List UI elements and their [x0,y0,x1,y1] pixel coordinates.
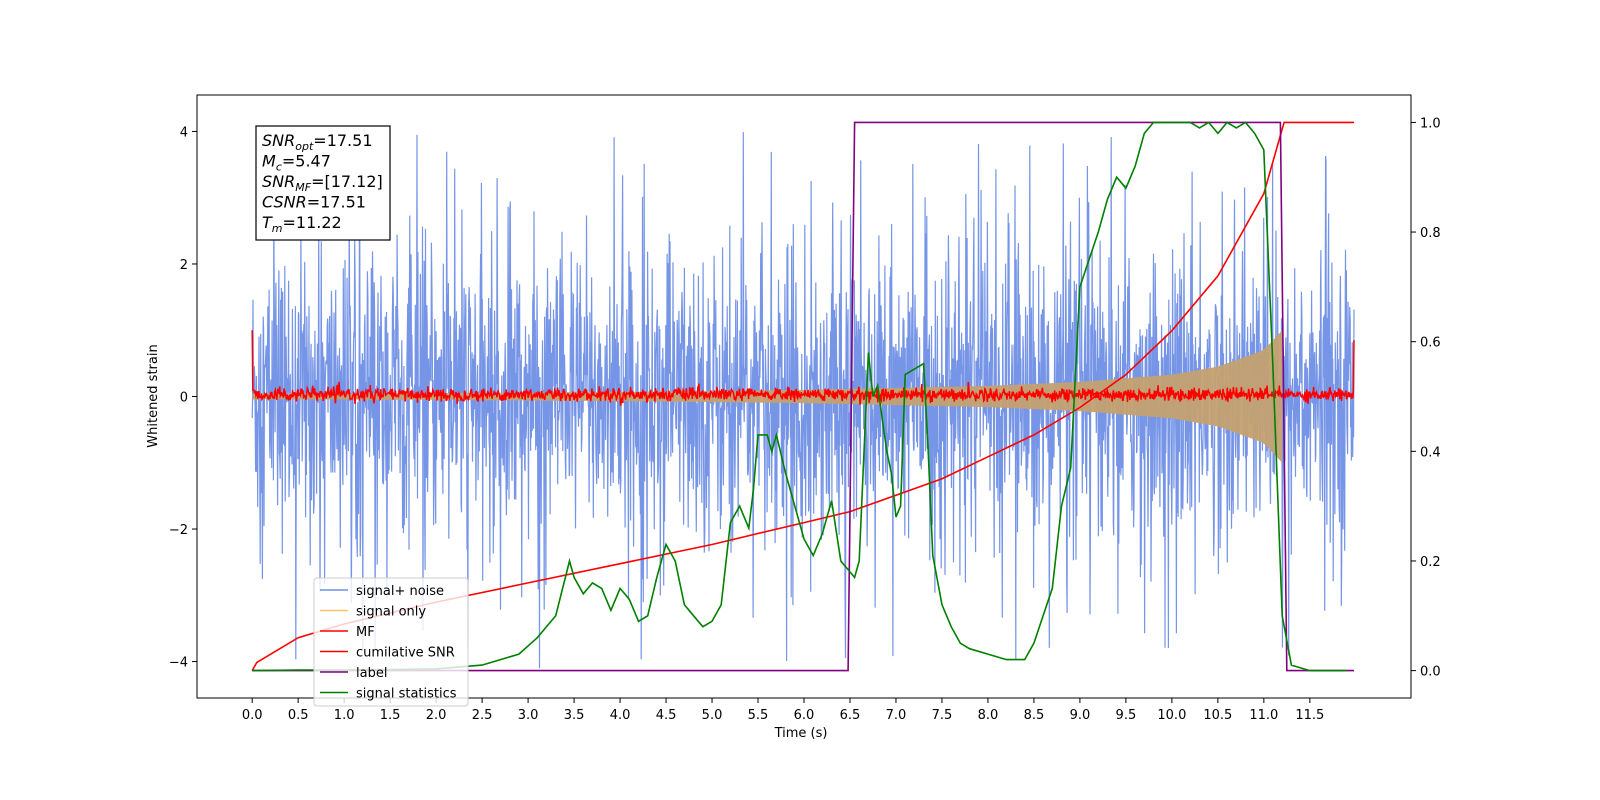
info-line: Mc=5.47 [262,152,331,174]
y-axis-label: Whitened strain [146,344,161,447]
x-tick-label: 4.0 [610,708,631,723]
x-tick-label: 8.5 [1024,708,1045,723]
info-line: Tm=11.22 [262,213,342,235]
legend-entry: MF [356,625,375,640]
x-tick-label: 8.0 [978,708,999,723]
signal-noise-line [251,132,1355,669]
info-line: SNRMF=[17.12] [262,172,383,194]
x-tick-label: 3.0 [518,708,539,723]
y2-tick-label: 0.8 [1420,226,1441,241]
x-axis-ticks: 0.0 0.5 1.0 1.5 2.0 2.5 3.0 3.5 4.0 4.5 5.0 5.5 6.0 6… [242,698,1324,723]
x-tick-label: 6.5 [840,708,861,723]
x-tick-label: 2.0 [426,708,447,723]
x-tick-label: 11.5 [1295,708,1324,723]
x-tick-label: 6.0 [794,708,815,723]
y2-axis-ticks: 1.0 0.8 0.6 0.4 0.2 0.0 [1411,116,1441,680]
y-tick-label: 0 [180,391,188,406]
x-tick-label: 0.5 [288,708,309,723]
y-tick-label: −2 [169,523,188,538]
y2-tick-label: 0.6 [1420,336,1441,351]
y-tick-label: 4 [180,125,188,140]
y-axis-ticks: 4 2 0 −2 −4 [169,125,197,671]
x-tick-label: 5.0 [702,708,723,723]
label-line [252,121,1354,672]
x-tick-label: 3.5 [564,708,585,723]
x-axis-label: Time (s) [774,726,828,741]
x-tick-label: 10.0 [1157,708,1186,723]
x-tick-label: 10.5 [1203,708,1232,723]
x-tick-label: 9.5 [1116,708,1137,723]
y2-tick-label: 0.0 [1420,665,1441,680]
y2-tick-label: 1.0 [1420,116,1441,131]
y-tick-label: 2 [180,258,188,273]
legend-entry: signal+ noise [356,584,444,599]
x-tick-label: 2.5 [472,708,493,723]
mf-line [251,330,1355,406]
legend: signal+ noise signal only MF cumilative SNR… [313,577,469,707]
x-tick-label: 9.0 [1070,708,1091,723]
info-line: SNRopt=17.51 [262,131,373,153]
legend-entry: signal statistics [356,687,457,702]
info-box-frame [255,125,391,241]
legend-entry: label [356,666,387,681]
y2-tick-label: 0.2 [1420,555,1441,570]
y-tick-label: −4 [169,656,188,671]
x-tick-label: 1.0 [334,708,355,723]
x-tick-label: 11.0 [1249,708,1278,723]
legend-frame [313,577,469,707]
signal-only-line [252,330,1283,463]
x-tick-label: 1.5 [380,708,401,723]
y2-tick-label: 0.4 [1420,445,1441,460]
x-tick-label: 0.0 [242,708,263,723]
x-tick-label: 5.5 [748,708,769,723]
x-tick-label: 7.5 [932,708,953,723]
signal-statistics-line [252,121,1347,672]
x-tick-label: 4.5 [656,708,677,723]
info-line: CSNR=17.51 [262,193,366,212]
legend-entry: cumilative SNR [356,646,455,661]
info-box: SNRopt=17.51Mc=5.47SNRMF=[17.12]CSNR=17.… [255,125,391,241]
legend-entry: signal only [356,605,426,620]
x-tick-label: 7.0 [886,708,907,723]
